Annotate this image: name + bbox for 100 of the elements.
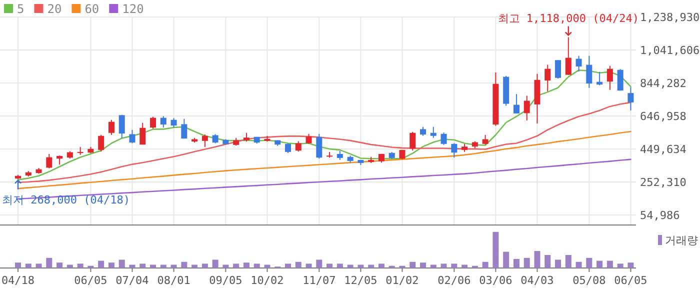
- bar: [513, 258, 520, 268]
- bar: [555, 260, 562, 268]
- bar: [140, 264, 146, 268]
- bar: [56, 262, 63, 268]
- candlestick: [628, 86, 634, 111]
- x-tick-label: 05/08: [572, 274, 606, 287]
- bar: [222, 264, 229, 268]
- y-tick-label: 1,041,606: [640, 44, 700, 57]
- candlestick: [212, 134, 218, 144]
- candlestick: [565, 36, 572, 76]
- bar: [25, 264, 32, 268]
- bar: [451, 264, 458, 268]
- bar: [306, 264, 312, 268]
- bar: [160, 264, 166, 268]
- candlestick: [46, 153, 52, 169]
- candlestick: [170, 118, 177, 128]
- candlestick: [586, 55, 592, 88]
- candlestick: [336, 150, 343, 160]
- x-tick-label: 06/05: [614, 274, 648, 287]
- bar: [98, 260, 104, 268]
- candlestick: [140, 122, 146, 146]
- candlestick: [306, 133, 312, 144]
- bar: [118, 260, 125, 268]
- x-tick-label: 04/03: [520, 274, 554, 287]
- bar: [170, 264, 177, 268]
- bar: [586, 258, 592, 268]
- bar: [420, 262, 426, 268]
- candlestick: [129, 129, 136, 144]
- bar: [66, 264, 73, 268]
- bar: [482, 262, 488, 268]
- bar: [46, 258, 52, 268]
- candlestick: [118, 114, 125, 139]
- candlestick: [160, 116, 166, 128]
- bar: [347, 264, 354, 268]
- bar: [295, 262, 302, 268]
- legend-label: 120: [122, 2, 144, 16]
- bar: [285, 264, 292, 268]
- candlestick: [430, 126, 436, 138]
- bar: [192, 264, 198, 268]
- candlestick: [202, 134, 208, 148]
- candlestick: [606, 65, 613, 90]
- bar: [264, 264, 270, 268]
- candlestick: [98, 134, 104, 152]
- bar: [462, 264, 468, 268]
- candlestick: [410, 131, 416, 152]
- candlestick: [524, 95, 530, 121]
- bar: [430, 264, 436, 268]
- x-tick-label: 07/04: [116, 274, 150, 287]
- bar: [254, 264, 260, 268]
- candlestick: [108, 119, 114, 136]
- y-tick-label: 646,958: [640, 110, 686, 123]
- legend-label: 5: [17, 2, 24, 16]
- bar: [36, 264, 42, 268]
- candlestick: [451, 142, 458, 158]
- candlestick: [544, 64, 551, 92]
- bar: [129, 264, 136, 268]
- y-tick-label: 252,310: [640, 176, 686, 189]
- legend-label: 60: [84, 2, 100, 16]
- annotation: 최저 268,000 (04/18): [2, 193, 130, 206]
- candlestick: [56, 155, 63, 166]
- bar: [440, 264, 447, 268]
- bar: [15, 262, 21, 268]
- candlestick: [181, 118, 188, 140]
- candlestick: [420, 126, 426, 136]
- legend-label: 20: [47, 2, 62, 16]
- bar: [565, 254, 572, 268]
- y-tick-label: 449,634: [640, 142, 687, 156]
- annotation: 최고 1,118,000 (04/24): [498, 12, 639, 26]
- bar: [150, 264, 156, 268]
- x-tick-label: 09/05: [209, 274, 242, 287]
- y-tick-label: 54,986: [640, 208, 680, 222]
- bar: [212, 260, 218, 268]
- bar: [524, 258, 530, 268]
- bar: [576, 262, 582, 268]
- x-tick-label: 02/06: [438, 274, 471, 287]
- bar: [596, 260, 603, 268]
- candlestick: [555, 60, 562, 80]
- bar: [606, 260, 613, 268]
- candlestick: [440, 132, 447, 146]
- candlestick: [617, 68, 624, 92]
- bar: [378, 264, 384, 268]
- bar: [326, 264, 333, 268]
- candlestick: [596, 71, 603, 86]
- bar: [336, 264, 343, 268]
- candlestick: [295, 140, 302, 152]
- x-tick-label: 11/07: [302, 274, 336, 287]
- bar: [233, 264, 240, 268]
- bar: [316, 260, 322, 268]
- bar: [368, 264, 374, 268]
- candlestick: [482, 134, 488, 146]
- x-tick-label: 01/02: [386, 274, 419, 287]
- x-tick-label: 10/02: [250, 274, 284, 287]
- x-tick-label: 06/05: [74, 274, 108, 287]
- x-tick-label: 12/05: [344, 274, 378, 287]
- legend-label: 거래량: [665, 234, 698, 247]
- bar: [534, 251, 540, 268]
- bar: [503, 252, 510, 268]
- bar: [492, 232, 499, 268]
- x-tick-label: 04/18: [1, 274, 35, 287]
- bar: [358, 264, 364, 268]
